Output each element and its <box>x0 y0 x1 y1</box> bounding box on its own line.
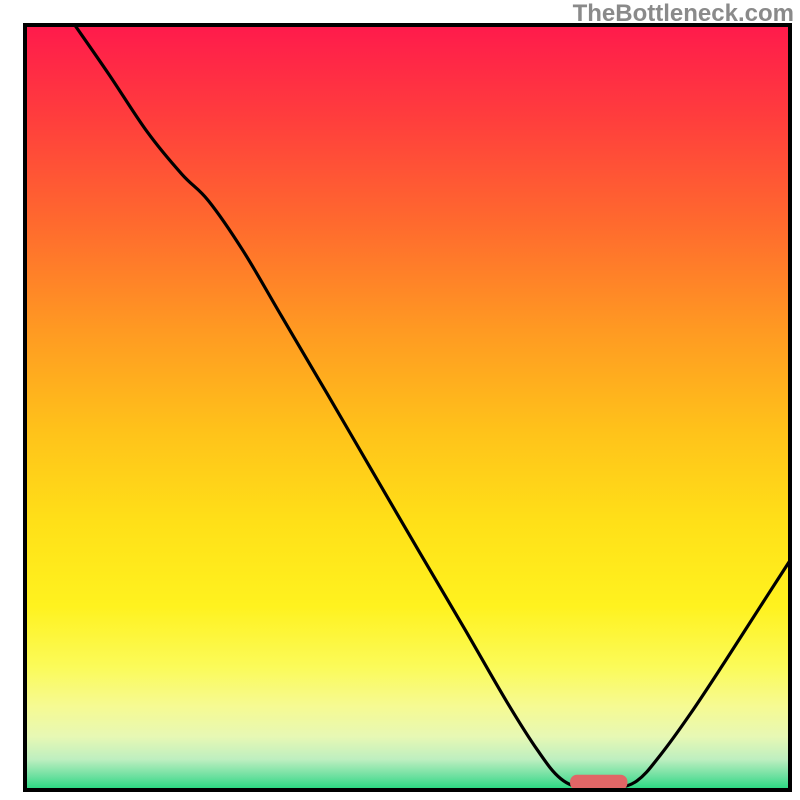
optimal-marker <box>570 775 627 790</box>
gradient-background <box>25 25 790 790</box>
watermark-text: TheBottleneck.com <box>573 0 794 28</box>
chart-container: TheBottleneck.com <box>0 0 800 800</box>
bottleneck-chart <box>0 0 800 800</box>
